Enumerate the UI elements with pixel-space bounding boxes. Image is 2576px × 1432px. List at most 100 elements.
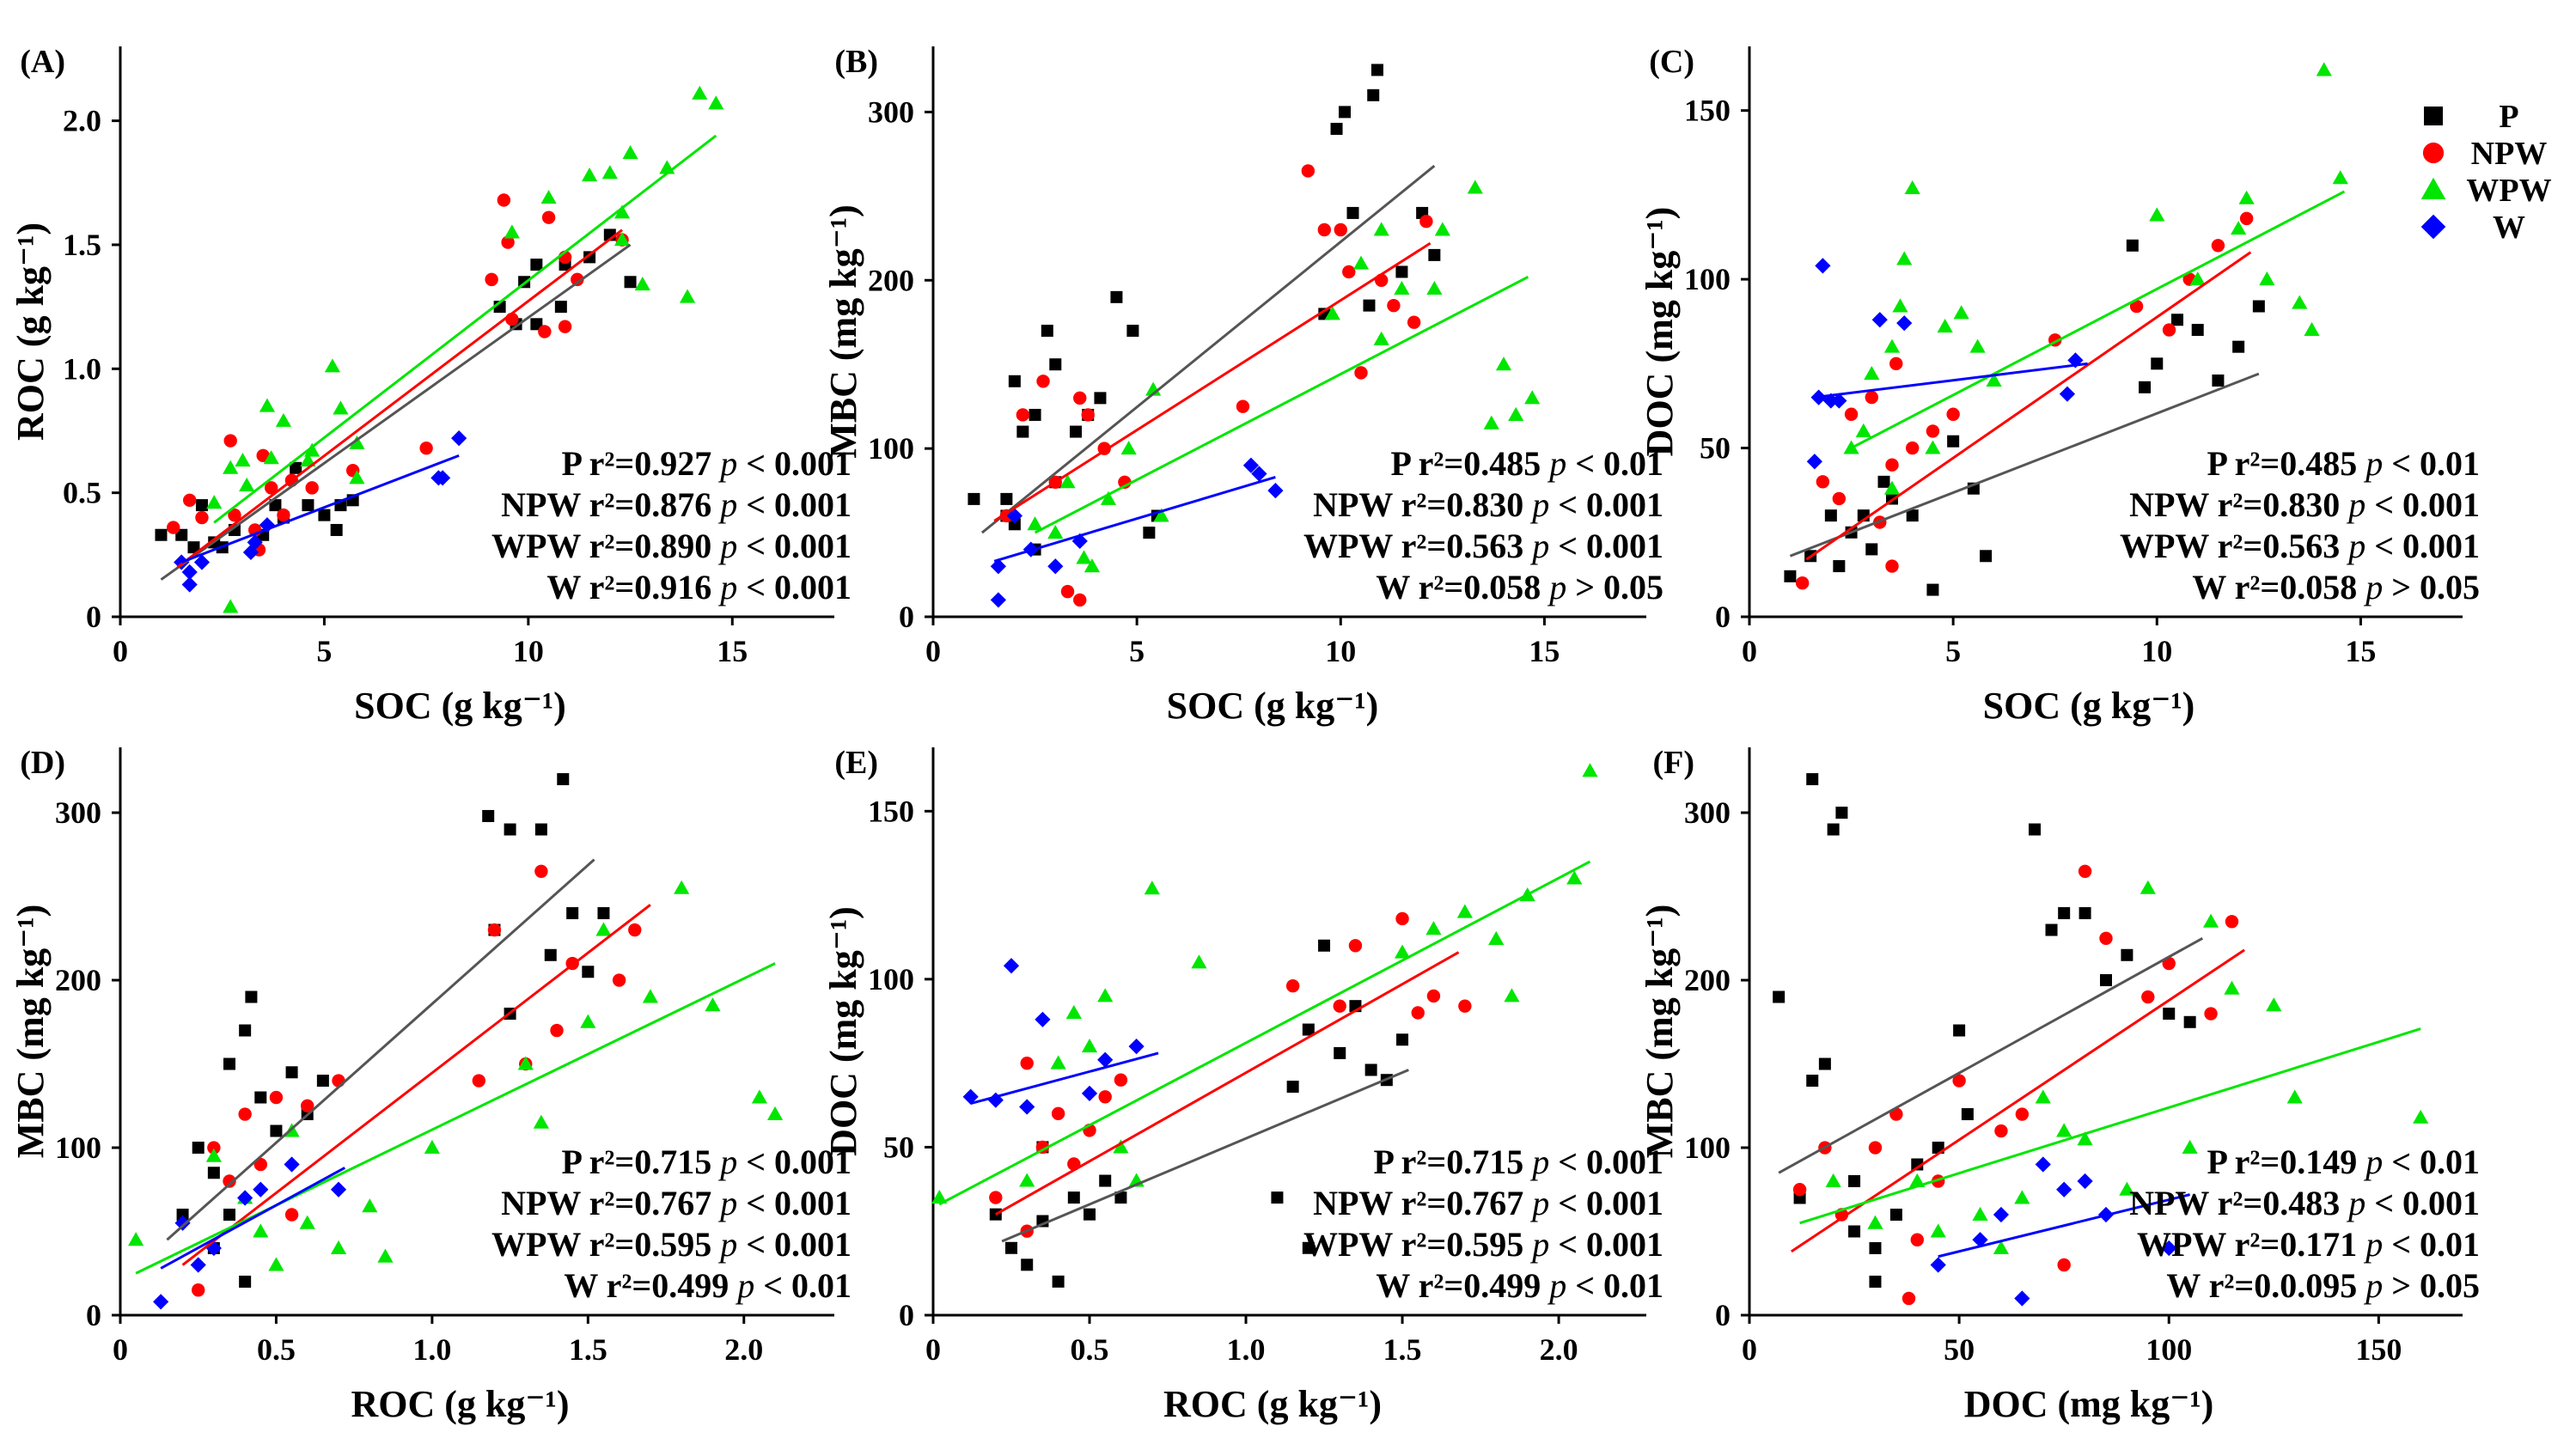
y-tick-label: 2.0 bbox=[63, 104, 101, 138]
data-point-npw bbox=[1419, 215, 1433, 229]
data-point-p bbox=[2058, 907, 2071, 920]
data-point-npw bbox=[1073, 593, 1087, 607]
data-point-p bbox=[1370, 64, 1383, 76]
fit-line-wpw bbox=[135, 962, 776, 1275]
data-point-npw bbox=[305, 481, 319, 495]
data-point-npw bbox=[1407, 315, 1421, 329]
data-point-wpw bbox=[349, 435, 365, 449]
x-tick-label: 5 bbox=[1129, 634, 1145, 668]
data-point-w bbox=[2035, 1156, 2051, 1173]
data-point-npw bbox=[1036, 375, 1050, 388]
data-point-wpw bbox=[1925, 440, 1941, 454]
data-point-wpw bbox=[239, 477, 255, 491]
data-point-p bbox=[1000, 492, 1013, 505]
y-tick-label: 50 bbox=[1700, 431, 1731, 466]
data-point-p bbox=[2045, 923, 2058, 936]
data-point-wpw bbox=[1425, 921, 1442, 935]
data-point-p bbox=[1906, 509, 1919, 522]
data-point-wpw bbox=[581, 168, 598, 182]
data-point-w bbox=[1006, 508, 1022, 524]
data-point-p bbox=[302, 499, 314, 512]
data-point-npw bbox=[1926, 424, 1940, 438]
stat-line: NPW r²=0.767 p < 0.001 bbox=[501, 1184, 852, 1222]
fit-line-w bbox=[970, 1051, 1159, 1106]
x-tick-label: 0 bbox=[925, 1332, 941, 1367]
y-axis-label: MBC (mg kg⁻¹) bbox=[822, 204, 864, 459]
y-tick-label: 100 bbox=[1684, 1130, 1731, 1165]
data-point-npw bbox=[2141, 990, 2155, 1004]
data-point-p bbox=[1067, 1191, 1080, 1204]
data-point-p bbox=[968, 492, 980, 505]
fit-line-npw bbox=[993, 241, 1431, 522]
y-axis-label: DOC (mg kg⁻¹) bbox=[822, 906, 864, 1156]
data-point-w bbox=[2077, 1173, 2093, 1190]
data-point-wpw bbox=[1352, 255, 1370, 270]
y-axis-label: MBC (mg kg⁻¹) bbox=[9, 905, 52, 1159]
legend-item-w: W bbox=[2420, 210, 2525, 246]
x-tick-label: 5 bbox=[1945, 634, 1961, 668]
data-point-wpw bbox=[613, 204, 631, 219]
data-point-wpw bbox=[1524, 390, 1541, 405]
x-tick-label: 15 bbox=[717, 634, 748, 668]
data-point-wpw bbox=[1566, 870, 1583, 885]
data-point-wpw bbox=[1047, 524, 1064, 539]
data-point-wpw bbox=[1937, 319, 1953, 333]
stat-line: P r²=0.715 p < 0.001 bbox=[1373, 1143, 1663, 1181]
data-point-p bbox=[2139, 381, 2152, 393]
data-point-p bbox=[2212, 374, 2225, 387]
fit-line-wpw bbox=[938, 860, 1591, 1206]
data-point-w bbox=[253, 1181, 269, 1197]
stat-line: WPW r²=0.595 p < 0.001 bbox=[491, 1225, 852, 1264]
data-point-p bbox=[1947, 435, 1960, 448]
series-wpw bbox=[931, 763, 1598, 1204]
data-point-npw bbox=[1317, 222, 1332, 237]
x-tick-label: 15 bbox=[2345, 634, 2376, 668]
stat-line: W r²=0.058 p > 0.05 bbox=[2192, 568, 2480, 606]
data-point-npw bbox=[501, 235, 515, 249]
data-point-w bbox=[451, 430, 467, 447]
data-point-wpw bbox=[580, 1014, 596, 1028]
data-point-p bbox=[1126, 325, 1139, 338]
data-point-wpw bbox=[622, 145, 638, 160]
data-point-w bbox=[435, 470, 451, 486]
y-tick-label: 1.5 bbox=[63, 228, 101, 262]
data-point-p bbox=[1008, 518, 1021, 531]
series-npw bbox=[989, 911, 1472, 1238]
data-point-p bbox=[2191, 324, 2204, 337]
stat-line: WPW r²=0.563 p < 0.001 bbox=[1303, 527, 1663, 565]
fit-line-npw bbox=[176, 229, 623, 569]
data-point-npw bbox=[1795, 576, 1810, 590]
data-point-wpw bbox=[708, 95, 724, 110]
data-point-wpw bbox=[2286, 1089, 2303, 1104]
data-point-npw bbox=[1334, 222, 1347, 237]
x-tick-label: 150 bbox=[2355, 1332, 2402, 1367]
data-point-npw bbox=[195, 510, 209, 525]
data-point-wpw bbox=[206, 495, 223, 509]
data-point-wpw bbox=[504, 224, 520, 239]
data-point-npw bbox=[1114, 1073, 1128, 1087]
data-point-p bbox=[2232, 340, 2245, 353]
data-point-p bbox=[1016, 425, 1029, 438]
x-tick-label: 1.5 bbox=[569, 1332, 607, 1367]
x-axis-label: SOC (g kg⁻¹) bbox=[354, 685, 566, 727]
stat-line: WPW r²=0.171 p < 0.01 bbox=[2137, 1225, 2480, 1264]
data-point-p bbox=[1824, 509, 1837, 522]
data-point-w bbox=[1047, 558, 1064, 575]
data-point-wpw bbox=[2140, 880, 2156, 894]
stat-line: W r²=0.0.095 p > 0.05 bbox=[2166, 1266, 2480, 1305]
data-point-p bbox=[195, 499, 208, 512]
data-point-npw bbox=[1946, 407, 1960, 421]
data-point-wpw bbox=[2056, 1123, 2072, 1137]
data-point-w bbox=[1267, 482, 1284, 499]
data-point-w bbox=[237, 1190, 253, 1206]
data-point-p bbox=[554, 301, 567, 314]
data-point-wpw bbox=[1027, 516, 1043, 531]
data-point-w bbox=[247, 534, 263, 551]
data-point-p bbox=[239, 1276, 252, 1289]
stat-line: WPW r²=0.595 p < 0.001 bbox=[1303, 1225, 1663, 1264]
data-point-npw bbox=[1285, 978, 1300, 993]
data-point-npw bbox=[1458, 999, 1472, 1013]
data-point-npw bbox=[1236, 399, 1250, 413]
series-npw bbox=[999, 164, 1433, 607]
